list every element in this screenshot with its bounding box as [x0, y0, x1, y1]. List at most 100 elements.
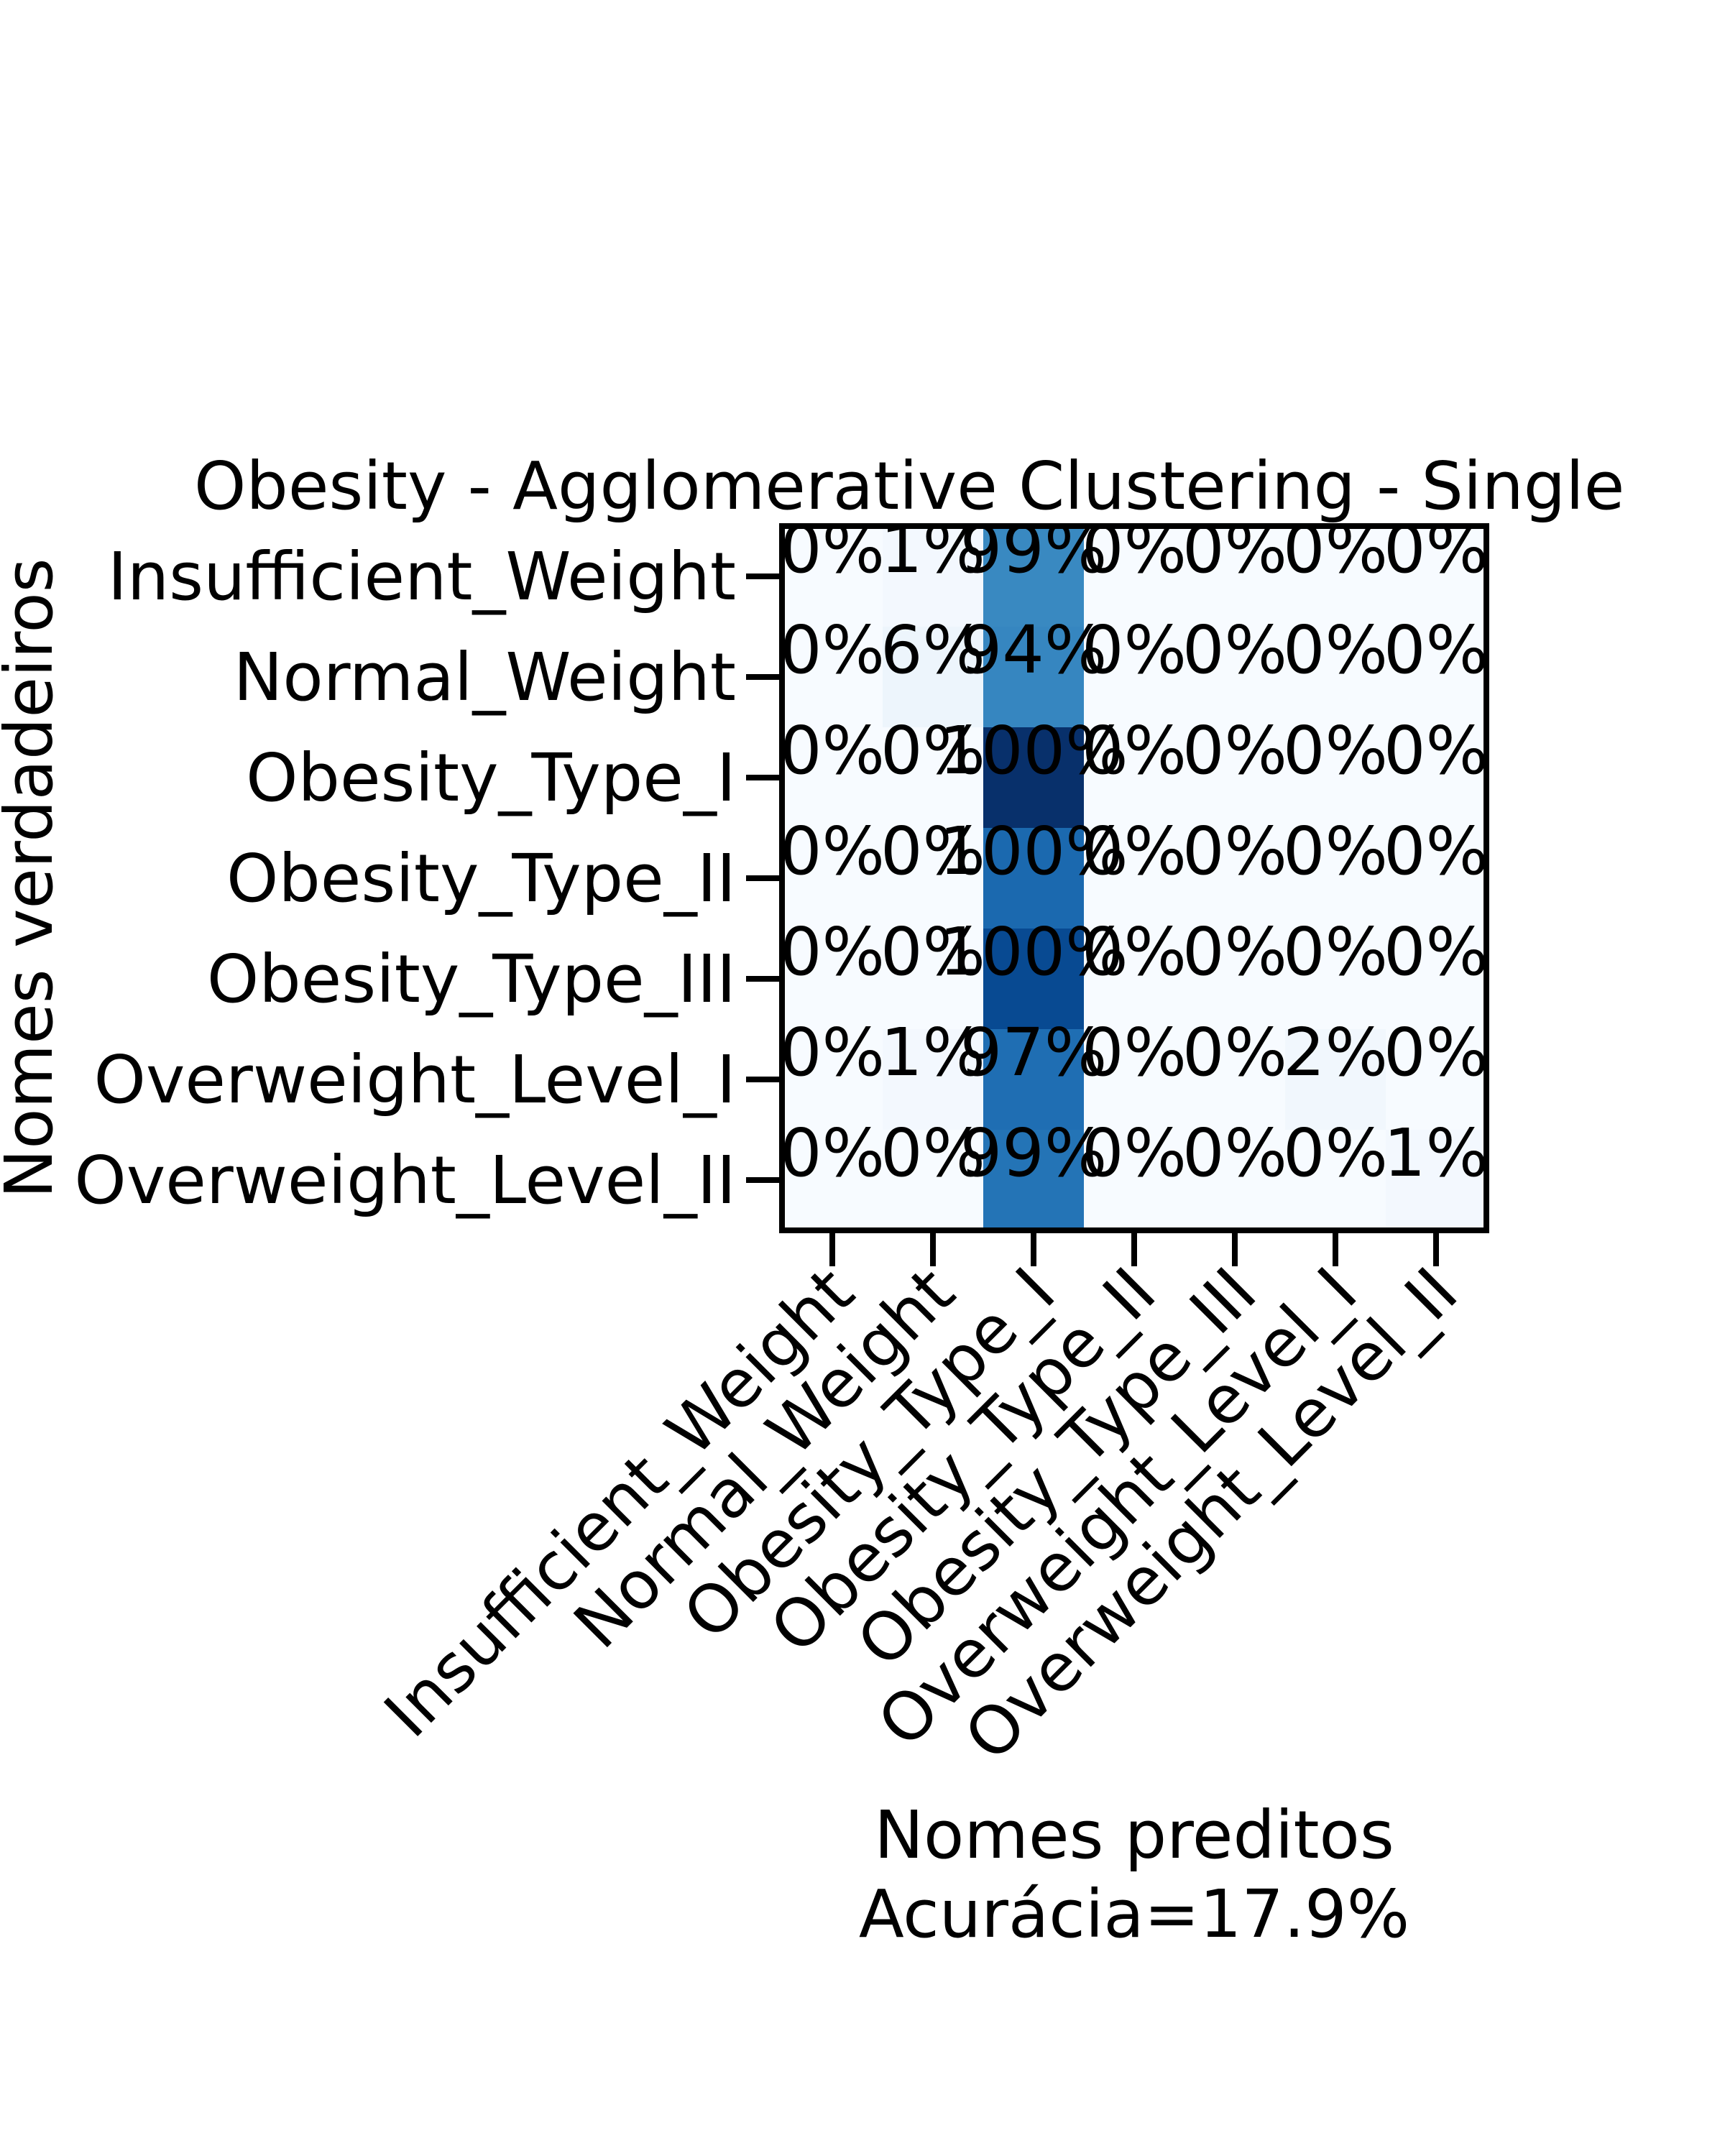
cell-label-r2-c0: 0% — [780, 712, 885, 789]
heatmap-cell-r6-c5 — [1285, 1130, 1386, 1231]
cell-label-r6-c2: 99% — [960, 1115, 1107, 1192]
heatmap-cell-r4-c3 — [1084, 929, 1185, 1030]
heatmap-cell-r4-c6 — [1386, 929, 1487, 1030]
heatmap-cell-r0-c3 — [1084, 526, 1185, 627]
heatmap-cell-r3-c5 — [1285, 828, 1386, 929]
heatmap-cell-r4-c2 — [983, 929, 1085, 1030]
y-tick-label: Obesity_Type_I — [246, 740, 736, 816]
heatmap-cell-r3-c0 — [782, 828, 883, 929]
cell-label-r1-c6: 0% — [1384, 612, 1489, 688]
cell-label-r3-c2: 100% — [939, 813, 1128, 890]
cell-label-r4-c1: 0% — [880, 913, 985, 990]
cell-label-r2-c4: 0% — [1182, 712, 1287, 789]
cell-label-r3-c4: 0% — [1182, 813, 1287, 890]
heatmap-cell-r0-c1 — [883, 526, 984, 627]
heatmap-cell-r4-c4 — [1184, 929, 1286, 1030]
cell-label-r3-c6: 0% — [1384, 813, 1489, 890]
heatmap-cell-r1-c1 — [883, 627, 984, 728]
cell-label-r6-c4: 0% — [1182, 1115, 1287, 1192]
heatmap-cell-r2-c4 — [1184, 727, 1286, 829]
cell-label-r5-c5: 2% — [1283, 1014, 1388, 1091]
cell-label-r2-c2: 100% — [939, 712, 1128, 789]
cell-label-r4-c2: 100% — [939, 913, 1128, 990]
y-tick-label: Insufficient_Weight — [108, 538, 736, 615]
cell-label-r0-c5: 0% — [1283, 511, 1388, 588]
heatmap-cell-r2-c0 — [782, 727, 883, 829]
cell-label-r1-c2: 94% — [960, 612, 1107, 688]
heatmap-cell-r5-c2 — [983, 1029, 1085, 1130]
cell-label-r2-c1: 0% — [880, 712, 985, 789]
x-axis: Insufficient_WeightNormal_WeightObesity_… — [370, 1230, 1473, 1776]
heatmap-cell-r4-c0 — [782, 929, 883, 1030]
cell-label-r5-c2: 97% — [960, 1014, 1107, 1091]
heatmap-cell-r6-c2 — [983, 1130, 1085, 1231]
cell-label-r3-c0: 0% — [780, 813, 885, 890]
heatmap-cell-r1-c4 — [1184, 627, 1286, 728]
accuracy-label: Acurácia=17.9% — [859, 1876, 1409, 1953]
y-tick-label: Obesity_Type_II — [226, 840, 736, 917]
cell-label-r1-c4: 0% — [1182, 612, 1287, 688]
heatmap-cell-r5-c6 — [1386, 1029, 1487, 1130]
heatmap-cell-r0-c0 — [782, 526, 883, 627]
heatmap-cell-r3-c1 — [883, 828, 984, 929]
cell-label-r6-c1: 0% — [880, 1115, 985, 1192]
heatmap-cell-r0-c2 — [983, 526, 1085, 627]
chart-title: Obesity - Agglomerative Clustering - Sin… — [194, 448, 1624, 525]
heatmap-cell-r2-c5 — [1285, 727, 1386, 829]
cell-label-r1-c3: 0% — [1082, 612, 1187, 688]
heatmap-cell-r1-c0 — [782, 627, 883, 728]
heatmap-cell-r4-c5 — [1285, 929, 1386, 1030]
heatmap-cell-r5-c5 — [1285, 1029, 1386, 1130]
cell-label-r0-c4: 0% — [1182, 511, 1287, 588]
heatmap-cell-r6-c3 — [1084, 1130, 1185, 1231]
cell-label-r5-c0: 0% — [780, 1014, 885, 1091]
heatmap-cell-r1-c3 — [1084, 627, 1185, 728]
cell-label-r3-c3: 0% — [1082, 813, 1187, 890]
cell-label-r6-c6: 1% — [1384, 1115, 1489, 1192]
heatmap-cell-r4-c1 — [883, 929, 984, 1030]
heatmap-cell-r5-c4 — [1184, 1029, 1286, 1130]
x-axis-label: Nomes preditos — [874, 1797, 1394, 1874]
heatmap-cell-r5-c1 — [883, 1029, 984, 1130]
cell-label-r4-c6: 0% — [1384, 913, 1489, 990]
cell-label-r6-c3: 0% — [1082, 1115, 1187, 1192]
y-tick-label: Overweight_Level_I — [94, 1041, 736, 1118]
cell-label-r0-c6: 0% — [1384, 511, 1489, 588]
cell-label-r4-c5: 0% — [1283, 913, 1388, 990]
cell-label-r5-c1: 1% — [880, 1014, 985, 1091]
heatmap-cell-r2-c3 — [1084, 727, 1185, 829]
heatmap-cell-r1-c2 — [983, 627, 1085, 728]
cell-label-r2-c5: 0% — [1283, 712, 1388, 789]
cell-label-r3-c5: 0% — [1283, 813, 1388, 890]
heatmap-cell-r5-c0 — [782, 1029, 883, 1130]
cell-label-r4-c0: 0% — [780, 913, 885, 990]
heatmap-cell-r5-c3 — [1084, 1029, 1185, 1130]
heatmap-cell-r3-c4 — [1184, 828, 1286, 929]
cell-label-r2-c6: 0% — [1384, 712, 1489, 789]
cell-label-r4-c3: 0% — [1082, 913, 1187, 990]
heatmap-cell-r0-c5 — [1285, 526, 1386, 627]
y-axis: Insufficient_Weight Normal_Weight Obesity_… — [74, 538, 782, 1219]
cell-label-r6-c0: 0% — [780, 1115, 885, 1192]
heatmap-cell-r2-c6 — [1386, 727, 1487, 829]
cell-label-r3-c1: 0% — [880, 813, 985, 890]
cell-label-r0-c0: 0% — [780, 511, 885, 588]
y-tick-label: Overweight_Level_II — [74, 1142, 736, 1219]
y-tick-label: Normal_Weight — [234, 639, 736, 716]
heatmap-cell-r6-c1 — [883, 1130, 984, 1231]
heatmap-cell-r6-c0 — [782, 1130, 883, 1231]
heatmap-cell-r0-c6 — [1386, 526, 1487, 627]
cell-label-r1-c1: 6% — [880, 612, 985, 688]
heatmap-cell-r3-c2 — [983, 828, 1085, 929]
cell-label-r6-c5: 0% — [1283, 1115, 1388, 1192]
heatmap-cell-r2-c1 — [883, 727, 984, 829]
heatmap-cell-r0-c4 — [1184, 526, 1286, 627]
cell-label-r4-c4: 0% — [1182, 913, 1287, 990]
heatmap-cells — [782, 526, 1487, 1231]
cell-labels: 0%1%99%0%0%0%0%0%6%94%0%0%0%0%0%0%100%0%… — [780, 511, 1489, 1192]
heatmap-cell-r6-c6 — [1386, 1130, 1487, 1231]
y-tick-label: Obesity_Type_III — [207, 941, 736, 1018]
cell-label-r5-c4: 0% — [1182, 1014, 1287, 1091]
cell-label-r2-c3: 0% — [1082, 712, 1187, 789]
